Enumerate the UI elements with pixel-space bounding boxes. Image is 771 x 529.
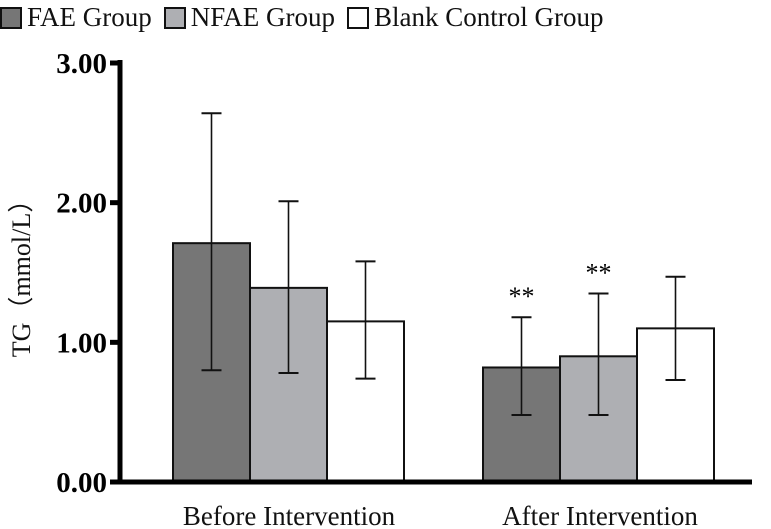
legend-swatch xyxy=(347,6,369,29)
legend: FAE Group NFAE Group Blank Control Group xyxy=(0,2,616,33)
legend-item-nfae: NFAE Group xyxy=(163,2,335,33)
legend-swatch xyxy=(163,6,186,29)
legend-label: FAE Group xyxy=(27,2,152,32)
significance-label: ** xyxy=(586,258,612,287)
y-tick-label: 3.00 xyxy=(56,48,107,80)
legend-label: Blank Control Group xyxy=(374,2,604,32)
legend-item-fae: FAE Group xyxy=(0,2,152,33)
y-tick-label: 1.00 xyxy=(56,327,107,359)
x-tick-label: Before Intervention xyxy=(183,501,396,529)
y-tick-label: 2.00 xyxy=(56,188,107,220)
legend-item-blank: Blank Control Group xyxy=(347,2,604,33)
legend-swatch xyxy=(0,6,22,29)
y-axis-label: TG（mmol/L） xyxy=(7,187,36,357)
y-tick-label: 0.00 xyxy=(56,467,107,499)
legend-label: NFAE Group xyxy=(190,2,335,32)
x-tick-label: After Intervention xyxy=(502,501,698,529)
significance-label: ** xyxy=(509,282,535,311)
